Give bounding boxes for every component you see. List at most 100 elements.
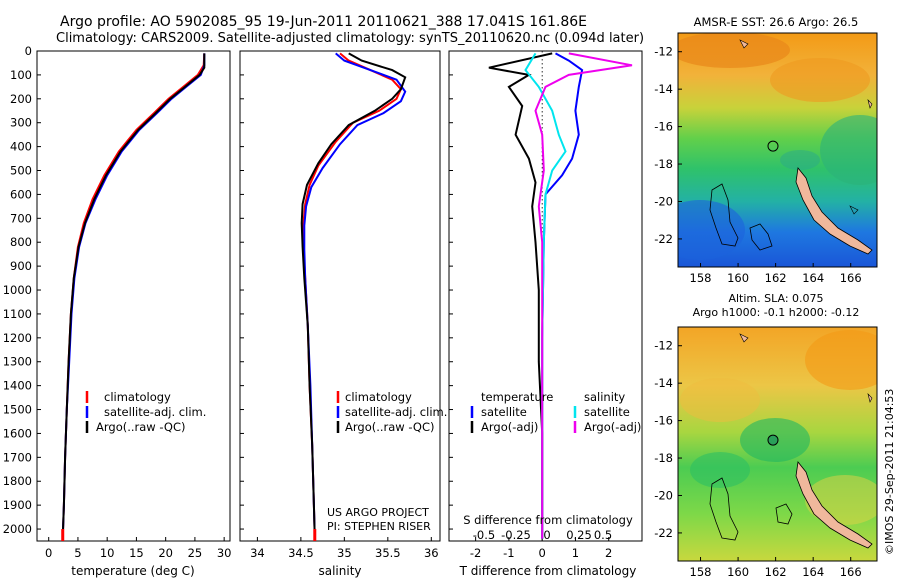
sla-map-title-2: Argo h1000: -0.1 h2000: -0.12 bbox=[693, 306, 860, 319]
longitude-tick-label: 162 bbox=[765, 565, 787, 579]
latitude-tick-label: -16 bbox=[654, 414, 673, 428]
x-tick-label: 20 bbox=[158, 546, 173, 560]
depth-tick-label: 400 bbox=[10, 140, 32, 154]
depth-tick-label: 1200 bbox=[3, 331, 32, 345]
latitude-tick-label: -20 bbox=[654, 488, 673, 502]
difference-legend: temperature salinity satellite Argo(-adj… bbox=[470, 390, 641, 434]
sla-latitude-axis: -12 -14 -16 -18 -20 -22 bbox=[654, 339, 682, 540]
depth-tick-label: 500 bbox=[10, 164, 32, 178]
legend-label-climatology: climatology bbox=[345, 390, 412, 404]
depth-tick-label: 2000 bbox=[3, 522, 32, 536]
island bbox=[867, 393, 873, 403]
x-tick-label: 30 bbox=[217, 546, 232, 560]
latitude-tick-label: -22 bbox=[654, 232, 673, 246]
latitude-tick-label: -22 bbox=[654, 526, 673, 540]
depth-tick-label: 0 bbox=[25, 44, 32, 58]
cool-patch bbox=[678, 200, 745, 260]
temperature-x-axis: 0 5 10 15 20 25 30 bbox=[45, 537, 231, 560]
reef-contour bbox=[749, 223, 773, 251]
x-tick-label: 15 bbox=[129, 546, 144, 560]
argo-position-marker bbox=[767, 140, 779, 152]
depth-tick-label: 1300 bbox=[3, 355, 32, 369]
x-tick-label: 0 bbox=[45, 546, 52, 560]
legend-label-argo: Argo(..raw -QC) bbox=[96, 420, 186, 434]
reef-contour bbox=[775, 503, 793, 525]
latitude-tick-label: -14 bbox=[654, 82, 673, 96]
series-line-t-argo-adj- bbox=[488, 52, 553, 539]
x-tick-label: -1 bbox=[503, 546, 514, 560]
depth-tick-label: 800 bbox=[10, 235, 32, 249]
x-tick-label: 35 bbox=[337, 546, 352, 560]
salinity-plot-frame bbox=[239, 50, 441, 542]
imos-timestamp: ©IMOS 29-Sep-2011 21:04:53 bbox=[883, 389, 896, 555]
legend-label-t-argo: Argo(-adj) bbox=[481, 420, 538, 434]
high-sla-patch bbox=[680, 378, 760, 422]
depth-tick-label: 1400 bbox=[3, 379, 32, 393]
cool-patch bbox=[820, 115, 877, 185]
series-line-climatology bbox=[302, 52, 403, 539]
legend-label-argo: Argo(..raw -QC) bbox=[345, 420, 435, 434]
x-tick-label: 1 bbox=[572, 546, 579, 560]
series-line-satellite-adj-clim- bbox=[61, 53, 206, 539]
sla-map-title-1: Altim. SLA: 0.075 bbox=[728, 292, 823, 305]
depth-tick-label: 1700 bbox=[3, 450, 32, 464]
sla-longitude-axis: 158 160 162 164 166 bbox=[690, 557, 862, 579]
argo-position-marker bbox=[767, 434, 779, 446]
s-difference-tick-labels: -0.5 -0.25 0 0.25 0.5 bbox=[473, 528, 612, 542]
sla-coastline bbox=[709, 333, 873, 549]
legend-label-climatology: climatology bbox=[104, 390, 171, 404]
depth-tick-label: 1800 bbox=[3, 474, 32, 488]
t-difference-x-axis: -2 -1 0 1 2 bbox=[470, 537, 612, 560]
reef-contour bbox=[709, 183, 739, 247]
depth-tick-label: 1100 bbox=[3, 307, 32, 321]
latitude-tick-label: -12 bbox=[654, 45, 673, 59]
series-line-argo-raw-qc- bbox=[61, 53, 206, 539]
series-line-satellite-adj-clim- bbox=[303, 52, 407, 539]
sst-map-title: AMSR-E SST: 26.6 Argo: 26.5 bbox=[694, 15, 859, 29]
depth-tick-label: 600 bbox=[10, 187, 32, 201]
series-line-t-satellite bbox=[541, 52, 584, 539]
longitude-tick-label: 162 bbox=[765, 271, 787, 285]
depth-tick-label: 1500 bbox=[3, 403, 32, 417]
s-tick-label: 0.25 bbox=[566, 528, 592, 542]
s-tick-label: 0 bbox=[543, 528, 550, 542]
depth-tick-label: 300 bbox=[10, 116, 32, 130]
island bbox=[867, 99, 873, 109]
x-tick-label: 5 bbox=[74, 546, 81, 560]
legend-label-satellite: satellite-adj. clim. bbox=[104, 405, 206, 419]
salinity-series bbox=[300, 52, 407, 541]
latitude-tick-label: -12 bbox=[654, 339, 673, 353]
legend-label-satellite: satellite-adj. clim. bbox=[345, 405, 447, 419]
longitude-tick-label: 164 bbox=[802, 271, 824, 285]
series-line-climatology bbox=[61, 53, 206, 539]
legend-label-t-satellite: satellite bbox=[481, 405, 527, 419]
s-tick-label: -0.5 bbox=[473, 528, 495, 542]
t-difference-xlabel: T difference from climatology bbox=[459, 564, 637, 578]
longitude-tick-label: 160 bbox=[727, 565, 749, 579]
x-tick-label: -2 bbox=[470, 546, 481, 560]
temperature-series bbox=[61, 53, 206, 541]
sla-field bbox=[678, 327, 877, 561]
x-tick-label: 2 bbox=[605, 546, 612, 560]
difference-series bbox=[488, 52, 633, 539]
latitude-tick-label: -16 bbox=[654, 120, 673, 134]
new-caledonia-landmass bbox=[795, 461, 873, 549]
longitude-tick-label: 166 bbox=[840, 565, 862, 579]
sst-longitude-axis: 158 160 162 164 166 bbox=[690, 263, 862, 285]
x-tick-label: 34 bbox=[250, 546, 265, 560]
salinity-legend: climatology satellite-adj. clim. Argo(..… bbox=[336, 390, 447, 434]
legend-title-salinity: salinity bbox=[584, 390, 625, 404]
s-tick-label: 0.5 bbox=[594, 528, 612, 542]
warm-patch bbox=[678, 33, 790, 68]
legend-label-s-satellite: satellite bbox=[584, 405, 630, 419]
sst-latitude-axis: -12 -14 -16 -18 -20 -22 bbox=[654, 45, 682, 246]
temperature-xlabel: temperature (deg C) bbox=[71, 564, 194, 578]
figure-title-line1: Argo profile: AO 5902085_95 19-Jun-2011 … bbox=[60, 14, 587, 30]
series-line-s-satellite bbox=[524, 52, 567, 539]
warm-patch bbox=[770, 58, 870, 102]
sst-map-panel: AMSR-E SST: 26.6 Argo: 26.5 bbox=[654, 15, 878, 285]
depth-tick-label: 1900 bbox=[3, 498, 32, 512]
island bbox=[849, 205, 859, 215]
credit-pi: PI: STEPHEN RISER bbox=[327, 520, 431, 533]
credit-project: US ARGO PROJECT bbox=[327, 506, 429, 519]
